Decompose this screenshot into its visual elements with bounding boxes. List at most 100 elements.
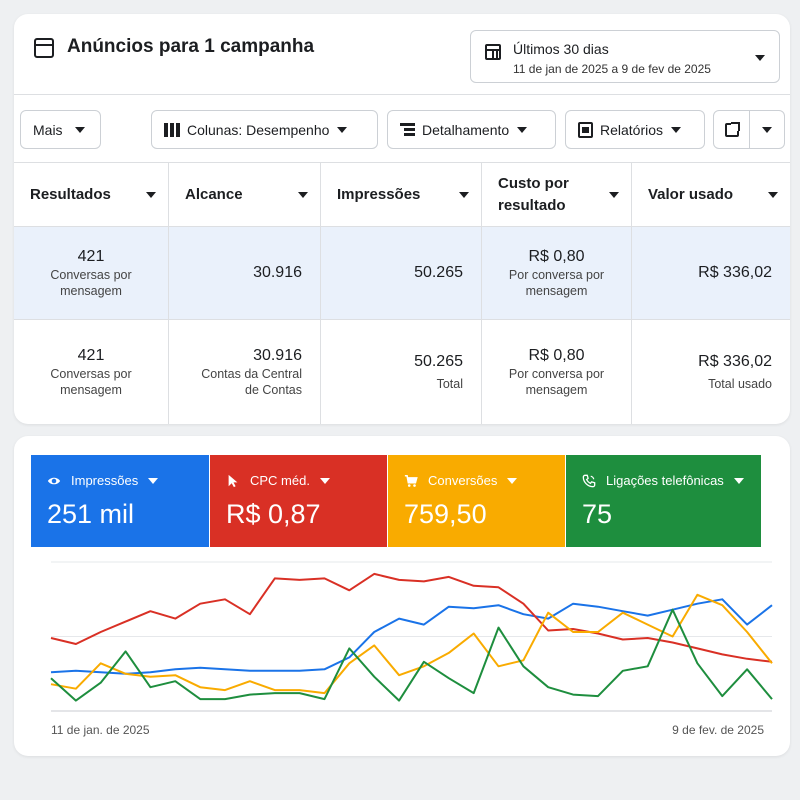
phone-icon <box>582 474 596 487</box>
more-button[interactable]: Mais <box>20 110 101 149</box>
results-value: 421 <box>77 347 105 364</box>
chevron-down-icon <box>337 126 348 133</box>
table-cell: R$ 336,02 Total usado <box>632 320 790 424</box>
table-cell: R$ 0,80 Por conversa por mensagem <box>482 320 631 424</box>
kpi-tile-phone-calls[interactable]: Ligações telefônicas 75 <box>566 455 761 547</box>
export-button[interactable] <box>714 111 750 148</box>
reports-button[interactable]: Relatórios <box>565 110 705 149</box>
column-header[interactable]: Impressões <box>321 163 481 227</box>
cost-value: R$ 0,80 <box>528 248 585 265</box>
chevron-down-icon <box>459 192 469 198</box>
results-value: 421 <box>77 248 105 265</box>
breakdown-label: Detalhamento <box>422 121 510 138</box>
chevron-down-icon <box>74 126 85 133</box>
kpi-tile-conversions[interactable]: Conversões 759,50 <box>388 455 565 547</box>
table-cell: R$ 0,80 Por conversa por mensagem <box>482 227 631 320</box>
x-axis-end-label: 9 de fev. de 2025 <box>672 723 764 737</box>
table-cell: 421 Conversas por mensagem <box>14 227 168 320</box>
spent-sub: Total usado <box>708 377 772 391</box>
cost-value: R$ 0,80 <box>528 347 585 364</box>
reports-label: Relatórios <box>600 121 664 138</box>
series-line-impressoes <box>50 598 773 675</box>
column-header-label: Alcance <box>185 185 243 203</box>
campaign-table-card: Anúncios para 1 campanha Últimos 30 dias… <box>14 14 790 424</box>
chevron-down-icon <box>733 477 744 484</box>
results-table: Resultados 421 Conversas por mensagem 42… <box>14 163 790 424</box>
chevron-down-icon <box>755 55 765 61</box>
date-range-value: 11 de jan de 2025 a 9 de fev de 2025 <box>513 62 711 76</box>
reach-value: 30.916 <box>253 347 302 364</box>
window-icon <box>34 38 54 58</box>
table-cell: 30.916 Contas da Central de Contas <box>169 320 320 424</box>
date-range-label: Últimos 30 dias <box>513 41 609 57</box>
divider <box>14 94 790 95</box>
chevron-down-icon <box>298 192 308 198</box>
kpi-value: 251 mil <box>47 499 135 529</box>
kpi-tile-avg-cpc[interactable]: CPC méd. R$ 0,87 <box>210 455 387 547</box>
chevron-down-icon <box>148 477 159 484</box>
eye-icon <box>47 477 61 484</box>
table-cell: 50.265 <box>321 227 481 320</box>
columns-button[interactable]: Colunas: Desempenho <box>151 110 378 149</box>
x-axis-start-label: 11 de jan. de 2025 <box>51 723 150 737</box>
column-header[interactable]: Alcance <box>169 163 320 227</box>
columns-icon <box>164 122 180 137</box>
performance-chart-card: Impressões 251 mil CPC méd. R$ 0,87 Conv… <box>14 436 790 756</box>
table-cell: R$ 336,02 <box>632 227 790 320</box>
impressions-value: 50.265 <box>414 353 463 370</box>
reports-icon <box>578 121 593 138</box>
page-header: Anúncios para 1 campanha Últimos 30 dias… <box>14 14 790 94</box>
breakdown-button[interactable]: Detalhamento <box>387 110 556 149</box>
performance-line-chart <box>50 561 773 712</box>
chevron-down-icon <box>762 126 772 133</box>
kpi-label: Impressões <box>71 473 139 488</box>
chevron-down-icon <box>319 477 330 484</box>
chevron-down-icon <box>671 126 682 133</box>
breakdown-icon <box>400 122 415 137</box>
chevron-down-icon <box>146 192 156 198</box>
impressions-sub: Total <box>436 377 463 391</box>
results-sub: Conversas por mensagem <box>50 268 132 298</box>
kpi-label: Ligações telefônicas <box>606 473 724 488</box>
column-header[interactable]: Resultados <box>14 163 168 227</box>
cart-icon <box>404 474 418 487</box>
kpi-value: 759,50 <box>404 499 487 529</box>
export-button-group <box>713 110 785 149</box>
column-header[interactable]: Valor usado <box>632 163 790 227</box>
page-title: Anúncios para 1 campanha <box>67 36 315 57</box>
column-results: Resultados 421 Conversas por mensagem 42… <box>14 163 169 424</box>
chevron-down-icon <box>517 126 528 133</box>
export-menu-button[interactable] <box>750 111 784 148</box>
kpi-tile-impressions[interactable]: Impressões 251 mil <box>31 455 209 547</box>
table-cell: 421 Conversas por mensagem <box>14 320 168 424</box>
column-header-label: Valor usado <box>648 185 734 203</box>
divider <box>14 162 790 163</box>
cursor-icon <box>228 474 238 487</box>
table-cell: 50.265 Total <box>321 320 481 424</box>
column-header-label: Custo por resultado <box>498 174 569 214</box>
cost-sub: Por conversa por mensagem <box>508 367 605 397</box>
column-amount-spent: Valor usado R$ 336,02 R$ 336,02 Total us… <box>632 163 790 424</box>
column-header-label: Resultados <box>30 185 111 203</box>
reach-value: 30.916 <box>253 264 302 281</box>
table-cell: 30.916 <box>169 227 320 320</box>
calendar-icon <box>485 44 501 60</box>
spent-value: R$ 336,02 <box>698 353 772 370</box>
series-line-cpc-med <box>50 572 773 663</box>
results-sub: Conversas por mensagem <box>50 367 132 397</box>
chevron-down-icon <box>609 192 619 198</box>
impressions-value: 50.265 <box>414 264 463 281</box>
external-link-icon <box>724 121 740 137</box>
column-header[interactable]: Custo por resultado <box>482 163 631 227</box>
columns-label: Colunas: Desempenho <box>187 121 330 138</box>
kpi-value: 75 <box>582 499 613 529</box>
reach-sub: Contas da Central de Contas <box>201 367 302 397</box>
more-label: Mais <box>33 121 63 138</box>
column-impressions: Impressões 50.265 50.265 Total <box>321 163 482 424</box>
column-reach: Alcance 30.916 30.916 Contas da Central … <box>169 163 321 424</box>
date-range-picker[interactable]: Últimos 30 dias 11 de jan de 2025 a 9 de… <box>470 30 780 83</box>
chevron-down-icon <box>507 477 518 484</box>
kpi-label: CPC méd. <box>250 473 310 488</box>
column-cost-per-result: Custo por resultado R$ 0,80 Por conversa… <box>482 163 632 424</box>
kpi-label: Conversões <box>428 473 498 488</box>
